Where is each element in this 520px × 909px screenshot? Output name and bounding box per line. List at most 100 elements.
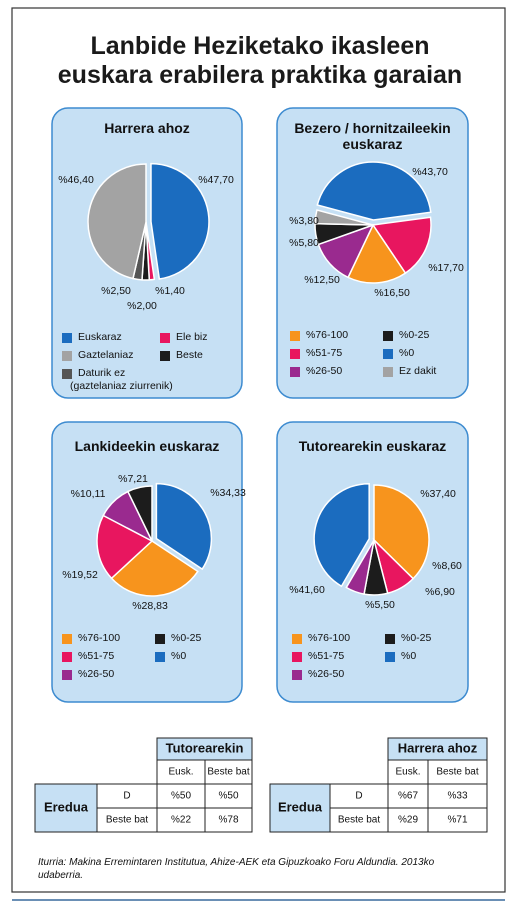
- row-label: D: [355, 791, 362, 802]
- pie-slice: [96, 514, 154, 580]
- slice-label: %34,33: [210, 487, 246, 499]
- table-cell: [96, 783, 158, 809]
- panel-title: Lankideekin euskaraz: [74, 438, 220, 454]
- legend-label: %51-75: [308, 650, 345, 662]
- legend-swatch: [62, 351, 72, 361]
- legend-label: %76-100: [306, 329, 349, 341]
- legend-label: Euskaraz: [78, 331, 122, 343]
- pie-slice: [155, 482, 213, 571]
- legend-swatch: [155, 634, 165, 644]
- legend-swatch: [290, 331, 300, 341]
- legend-label: %26-50: [78, 668, 115, 680]
- legend-swatch: [155, 652, 165, 662]
- legend-swatch: [292, 670, 302, 680]
- legend-label: %0-25: [399, 329, 430, 341]
- slice-label: %41,60: [289, 584, 325, 596]
- pie-slice: [314, 209, 374, 226]
- legend-swatch: [62, 369, 72, 379]
- legend-label: %0: [401, 650, 417, 662]
- row-label: D: [123, 791, 130, 802]
- slice-label: %10,11: [71, 488, 106, 500]
- slice-label: %5,80: [289, 237, 319, 249]
- row-label: Beste bat: [338, 815, 380, 826]
- legend-swatch: [385, 634, 395, 644]
- panel-title: Harrera ahoz: [104, 120, 190, 136]
- outer-frame: [11, 7, 506, 893]
- legend-swatch: [160, 333, 170, 343]
- table-value: %71: [447, 815, 467, 826]
- legend-swatch: [383, 331, 393, 341]
- slice-label: %19,52: [62, 569, 98, 581]
- slice-label: %7,21: [118, 473, 148, 485]
- legend-label: Gaztelaniaz: [78, 349, 134, 361]
- table-cell: [204, 759, 253, 785]
- legend-label: Beste: [176, 349, 203, 361]
- slice-label: %43,70: [412, 166, 448, 178]
- slice-label: %37,40: [420, 488, 456, 500]
- legend-label: %26-50: [308, 668, 345, 680]
- pie-slice: [347, 223, 407, 284]
- table-cell: [387, 783, 429, 809]
- row-header: Eredua: [278, 799, 323, 814]
- legend-swatch: [292, 634, 302, 644]
- column-header: Eusk.: [395, 767, 420, 778]
- pie-slice: [373, 484, 430, 580]
- legend-swatch: [160, 351, 170, 361]
- legend-swatch: [290, 367, 300, 377]
- panel-title: Bezero / hornitzaileekin euskaraz: [294, 120, 451, 152]
- legend-label: %0: [171, 650, 187, 662]
- table-value: %22: [171, 815, 191, 826]
- column-header: Beste bat: [436, 767, 478, 778]
- slice-label: %2,50: [101, 285, 131, 297]
- panel-title: Tutorearekin euskaraz: [298, 438, 447, 454]
- pie-slice: [87, 163, 147, 280]
- legend-label: %51-75: [306, 347, 343, 359]
- table-value: %78: [218, 815, 238, 826]
- legend-swatch: [62, 333, 72, 343]
- pie-slice: [110, 540, 199, 597]
- legend-label: %26-50: [306, 365, 343, 377]
- slice-label: %5,50: [365, 599, 395, 611]
- slice-label: %2,00: [127, 300, 157, 312]
- table-cell: [156, 807, 206, 833]
- legend-swatch: [385, 652, 395, 662]
- legend-swatch: [383, 349, 393, 359]
- slice-label: %6,90: [425, 586, 455, 598]
- pie-slice: [126, 485, 153, 542]
- slice-label: %8,60: [432, 560, 462, 572]
- table-cell: [329, 807, 389, 833]
- column-header: Beste bat: [207, 767, 249, 778]
- pie-slice: [316, 161, 432, 221]
- legend-label: Ele biz: [176, 331, 208, 343]
- row-label: Beste bat: [106, 815, 148, 826]
- table-cell: [387, 807, 429, 833]
- table-title: Harrera ahoz: [398, 740, 478, 755]
- legend-label: %76-100: [78, 632, 121, 644]
- pie-slice: [150, 162, 210, 280]
- slice-label: %47,70: [198, 174, 234, 186]
- table-value: %29: [398, 815, 418, 826]
- source-note: Iturria: Makina Erremintaren Institutua,…: [38, 857, 435, 881]
- table-value: %33: [447, 791, 467, 802]
- table-cell: [204, 807, 253, 833]
- page-title: Lanbide Heziketako ikasleen euskara erab…: [57, 32, 463, 89]
- table-cell: [34, 783, 98, 833]
- slice-label: %3,80: [289, 215, 319, 227]
- legend-label: Daturik ez (gaztelaniaz ziurrenik): [70, 367, 173, 392]
- legend-swatch: [62, 634, 72, 644]
- slice-label: %28,83: [132, 600, 168, 612]
- slice-label: %46,40: [58, 174, 94, 186]
- column-header: Eusk.: [168, 767, 193, 778]
- legend-swatch: [62, 670, 72, 680]
- legend-label: %0-25: [401, 632, 432, 644]
- table-cell: [427, 807, 488, 833]
- legend-label: %76-100: [308, 632, 351, 644]
- slice-label: %12,50: [304, 274, 340, 286]
- legend-swatch: [383, 367, 393, 377]
- row-header: Eredua: [44, 799, 89, 814]
- legend-label: %51-75: [78, 650, 115, 662]
- table-value: %50: [218, 791, 238, 802]
- legend-label: Ez dakit: [399, 365, 437, 377]
